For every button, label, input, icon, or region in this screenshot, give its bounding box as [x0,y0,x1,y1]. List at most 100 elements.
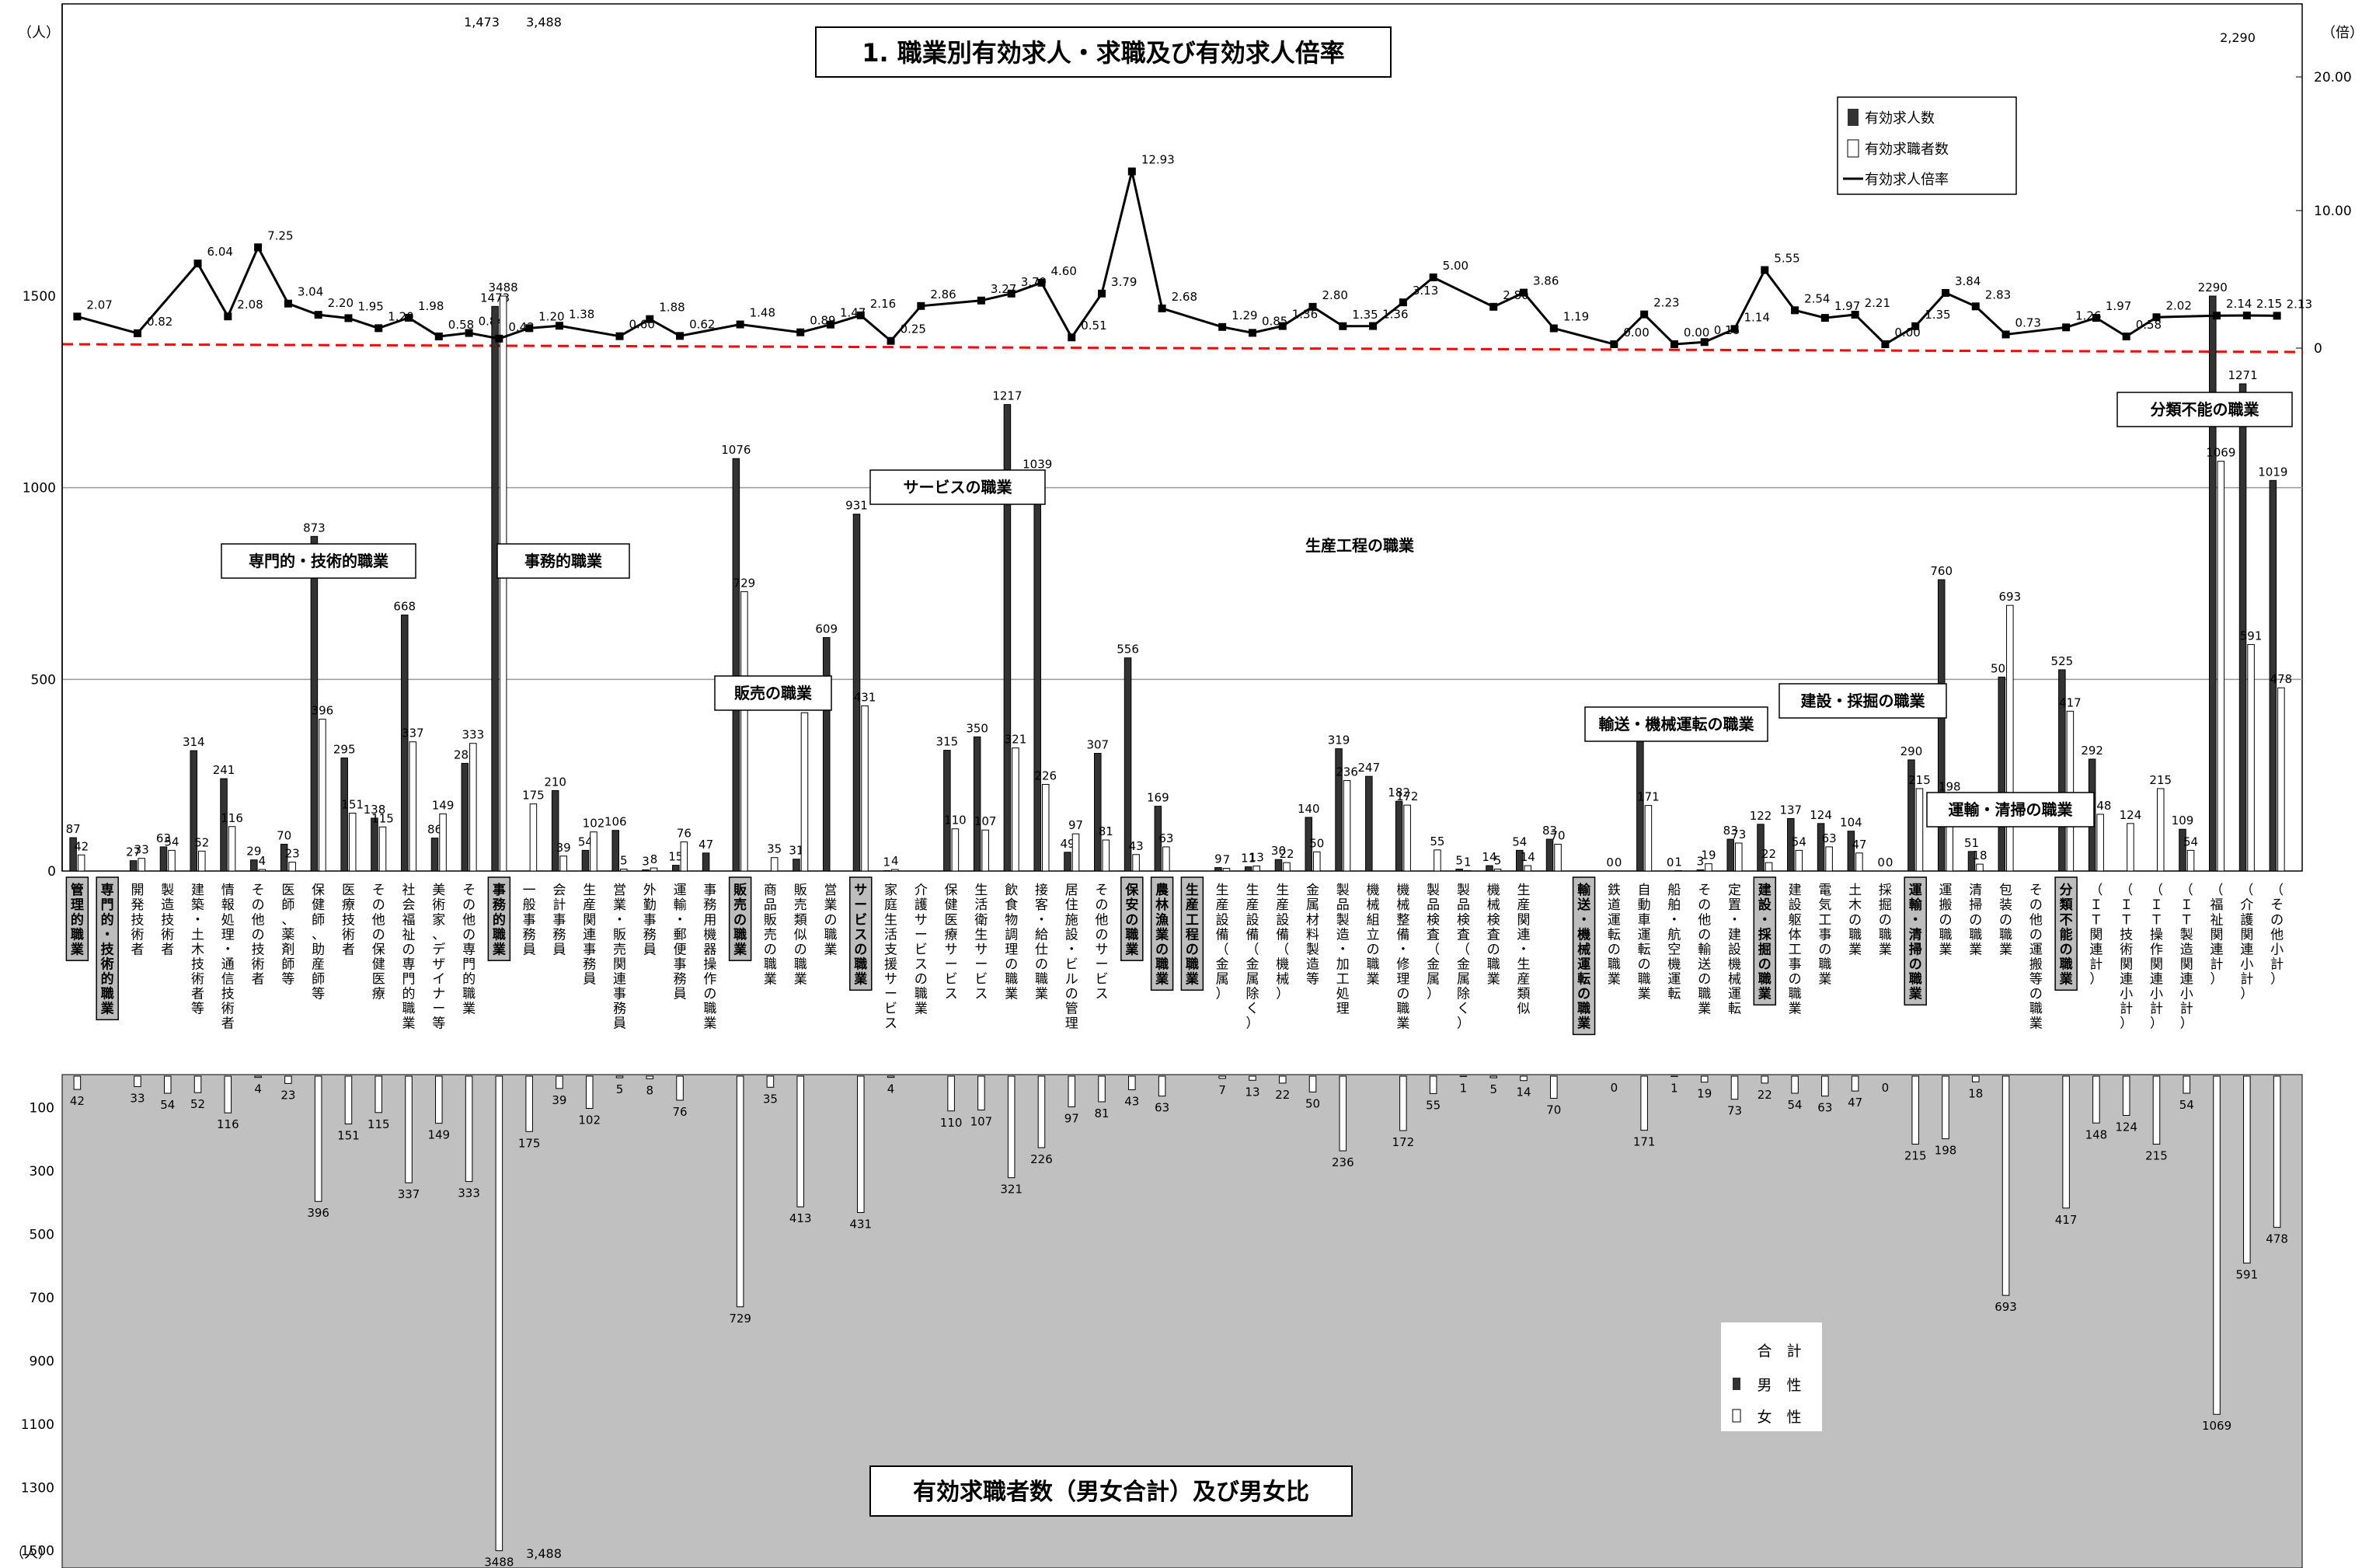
seekers-bar [861,705,869,872]
ratio-point [525,324,534,333]
seekers-bar [650,867,658,872]
seekers-label: 693 [1999,590,2022,604]
openings-label: 106 [604,815,627,829]
lower-total-label: 215 [1904,1149,1927,1163]
lower-total-label: 396 [307,1206,329,1220]
lower-total-bar [2122,1075,2130,1116]
group-label-box [714,675,832,711]
category-label-char: 業 [1487,971,1500,987]
seekers-bar [1283,862,1291,872]
lower-total-bar [2273,1075,2281,1228]
category-label-char: 製 [161,883,174,898]
seekers-label: 215 [1908,773,1931,787]
seekers-bar [1434,849,1441,872]
category-label-char: Ｔ [2120,912,2133,928]
category-label-char: 等 [191,1002,204,1017]
category-label-char: 活 [974,897,988,913]
category-label-char: 操 [2150,927,2163,943]
category-label-char: 健 [372,956,385,972]
openings-label: 182 [1388,786,1410,800]
seekers-label: 417 [2059,695,2082,709]
category-label-char: 者 [131,942,144,957]
category-header-label-char: ・ [1577,912,1590,928]
category-label-char: 仕 [1035,942,1048,957]
seekers-label: 22 [1761,847,1776,861]
lower-total-bar [495,1075,503,1552]
lower-total-label: 22 [1275,1088,1290,1102]
category-header-label-char: 送 [1577,897,1591,913]
ratio-point [615,332,624,340]
seekers-bar [1705,863,1712,872]
openings-bar [159,846,168,872]
category-label-char: ） [2150,1016,2163,1032]
category-label-char: の [1698,971,1711,987]
category-label-char: 医 [372,971,385,987]
group-label-box [2116,392,2293,427]
category-label-char: 金 [1306,883,1319,898]
category-label-char: （ [2210,883,2224,898]
seekers-label: 321 [1005,733,1027,747]
category-label-char: 機 [1396,883,1409,898]
lower-total-label: 107 [970,1115,993,1129]
category-label-char: 医 [281,883,294,898]
seekers-label: 478 [2270,672,2293,686]
category-header-label-box [728,876,752,961]
category-label-char: 一 [523,883,536,898]
ratio-point [676,332,685,340]
lower-total-bar [887,1075,895,1078]
category-label-char: の [252,927,265,943]
category-label-char: 関 [2180,956,2193,972]
category-label-char: 等 [281,971,294,987]
category-label-char: 報 [221,897,235,913]
openings-bar [1515,849,1524,872]
seekers-bar [1735,842,1743,872]
seekers-label: 43 [1129,839,1144,853]
category-label-char: 生 [1216,883,1229,898]
ratio-label: 5.55 [1774,252,1799,266]
category-header-label-char: 業 [1577,1016,1590,1032]
category-label-char: 技 [191,956,204,972]
category-label-char: ザ [432,956,445,972]
category-header-label-char: 業 [101,1001,114,1017]
category-label-char: 調 [1005,927,1018,943]
category-label-char: 務 [552,927,566,943]
category-label-char: 類 [1517,986,1531,1002]
lower-total-label: 413 [789,1211,812,1225]
category-label-char: 居 [1065,883,1078,898]
seekers-label: 13 [1249,851,1264,865]
category-header-label-char: 清 [1909,926,1922,943]
category-label-char: 者 [191,986,204,1002]
lower-total-label: 172 [1392,1135,1415,1149]
seekers-label: 0 [1615,855,1622,869]
seekers-label: 226 [1034,769,1057,783]
seekers-label: 333 [462,728,485,742]
lower-total-bar [615,1075,624,1078]
ratio-label: 3.86 [1533,274,1559,288]
seekers-bar [740,591,748,872]
category-label-char: の [372,927,385,943]
category-label-char: 設 [1728,942,1741,957]
lower-total-label: 5 [1489,1082,1497,1096]
category-label-char: 用 [703,912,716,928]
category-label-char: 処 [1336,986,1350,1002]
category-label-char: 営 [613,883,626,898]
lower-total-bar [254,1075,262,1078]
ratio-label: 1.35 [1352,308,1378,322]
category-label-char: 品 [1427,897,1440,913]
lower-total-label: 236 [1332,1155,1354,1169]
category-label-char: 者 [252,971,265,987]
openings-label: 83 [1542,824,1557,838]
category-label-char: ・ [613,912,626,928]
category-label-char: 工 [1789,942,1802,957]
category-header-label-char: ー [854,897,867,913]
lower-legend-female-swatch [1732,1409,1741,1423]
category-label-char: 職 [1487,956,1500,972]
category-label-char: サ [884,971,897,987]
ratio-zero-line [61,343,2303,354]
ratio-label: 1.48 [750,306,775,320]
seekers-label: 172 [1396,789,1419,803]
category-label-char: 事 [1818,927,1831,943]
seekers-label: 102 [583,817,605,831]
lower-total-label: 8 [646,1083,654,1097]
ratio-label: 2.02 [2165,298,2191,312]
